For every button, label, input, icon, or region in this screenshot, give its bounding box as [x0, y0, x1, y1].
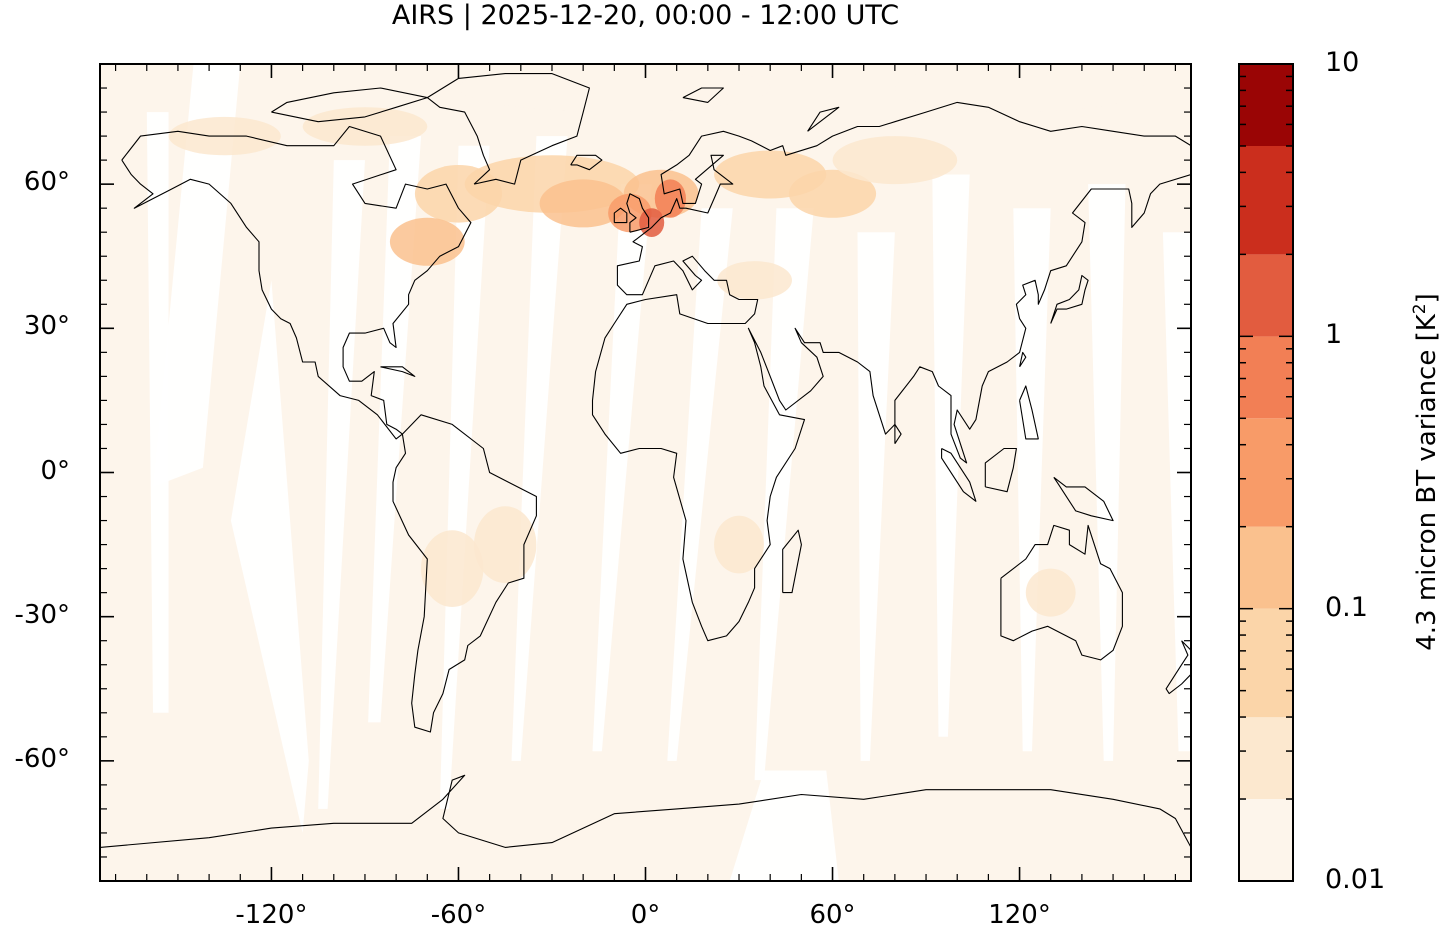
- variance-patch: [474, 506, 537, 583]
- colorbar-band: [1239, 526, 1293, 609]
- variance-patch: [1025, 568, 1076, 617]
- coastline-ireland: [613, 207, 628, 224]
- lat-label: -30°: [14, 599, 70, 630]
- coastline-novaya-zemlya: [807, 106, 840, 132]
- coastline-greenland: [426, 73, 590, 185]
- coastline-philippines: [1019, 385, 1039, 440]
- lat-label: 60°: [23, 167, 70, 198]
- colorbar-tick-label: 0.1: [1325, 591, 1368, 623]
- orbit-gap: [368, 136, 422, 723]
- colorbar-tick-label: 0.01: [1325, 864, 1386, 895]
- orbit-gap: [318, 160, 365, 809]
- lon-label: 0°: [630, 900, 661, 930]
- coastline-japan: [1050, 274, 1089, 324]
- orbit-gap: [1162, 232, 1191, 752]
- coastline-north-america: [121, 125, 472, 440]
- colorbar-band: [1239, 717, 1293, 799]
- coastline-cuba: [380, 366, 416, 377]
- colorbar-band: [1239, 64, 1293, 146]
- colorbar-tick-label: 1: [1325, 319, 1343, 351]
- orbit-gap: [857, 232, 895, 761]
- orbit-gap: [153, 64, 241, 487]
- coastline-arctic-islands: [271, 87, 428, 123]
- lat-label: -60°: [14, 743, 70, 774]
- variance-patch: [539, 179, 627, 228]
- colorbar-band: [1239, 146, 1293, 255]
- coastline-africa-eurasia: [591, 101, 1191, 642]
- coastline-madagascar: [782, 529, 802, 594]
- variance-patch: [832, 136, 958, 185]
- orbit-gap: [592, 184, 652, 752]
- axis-ticks: [100, 64, 1191, 881]
- coastline-great-britain: [626, 193, 650, 233]
- colorbar-band: [1239, 799, 1293, 881]
- variance-patch: [639, 208, 665, 238]
- variance-patch: [302, 107, 428, 146]
- lat-label: 30°: [23, 311, 70, 342]
- variance-patch: [389, 217, 465, 266]
- variance-patch: [788, 169, 877, 218]
- orbit-gap: [511, 136, 568, 761]
- colorbar-band: [1239, 254, 1293, 337]
- colorbar-tick-label: 10: [1325, 47, 1360, 78]
- coastline-svalbard: [682, 87, 724, 103]
- orbit-gap: [439, 145, 490, 809]
- coastline-new-zealand: [1165, 640, 1191, 695]
- colorbar-bands: [1239, 64, 1293, 881]
- variance-patch: [894, 64, 1145, 112]
- variance-patch: [717, 261, 792, 300]
- coastline-new-guinea: [1053, 476, 1114, 522]
- orbit-gap: [146, 112, 169, 713]
- coastline-south-america: [392, 414, 537, 733]
- coastline-sumatra: [941, 448, 977, 502]
- colorbar-title: 4.3 micron BT variance [K2]: [1410, 293, 1442, 651]
- orbit-gap: [932, 174, 970, 737]
- coastline-borneo: [984, 447, 1017, 493]
- colorbar-band: [1239, 608, 1293, 718]
- orbit-gap: [1088, 184, 1126, 761]
- lon-label: 120°: [988, 900, 1051, 930]
- lon-label: -120°: [235, 900, 308, 930]
- colorbar-ticks: [1239, 75, 1293, 882]
- colorbar-frame: [1238, 63, 1294, 882]
- lon-label: 60°: [809, 900, 856, 930]
- coastline-iceland: [570, 154, 603, 171]
- orbit-gap: [667, 208, 733, 761]
- colorbar-band: [1239, 336, 1293, 419]
- variance-patch: [714, 515, 764, 574]
- coastlines: [100, 73, 1191, 848]
- colorbar-band: [1239, 418, 1293, 527]
- coastline-australia: [1000, 524, 1123, 661]
- orbit-gap: [230, 280, 309, 833]
- variance-patch: [458, 64, 771, 112]
- lon-label: -60°: [430, 900, 487, 930]
- map-title: AIRS | 2025-12-20, 00:00 - 12:00 UTC: [391, 0, 900, 31]
- orbit-gap: [754, 208, 814, 781]
- coastline-taiwan: [1019, 351, 1027, 368]
- variance-patch: [421, 530, 484, 607]
- coastline-antarctica: [100, 774, 1191, 848]
- lat-label: 0°: [40, 455, 70, 486]
- coastline-sri-lanka: [894, 423, 902, 444]
- orbit-gap: [1013, 208, 1051, 752]
- orbit-gap: [729, 770, 839, 881]
- orbit-gaps: [146, 64, 1191, 881]
